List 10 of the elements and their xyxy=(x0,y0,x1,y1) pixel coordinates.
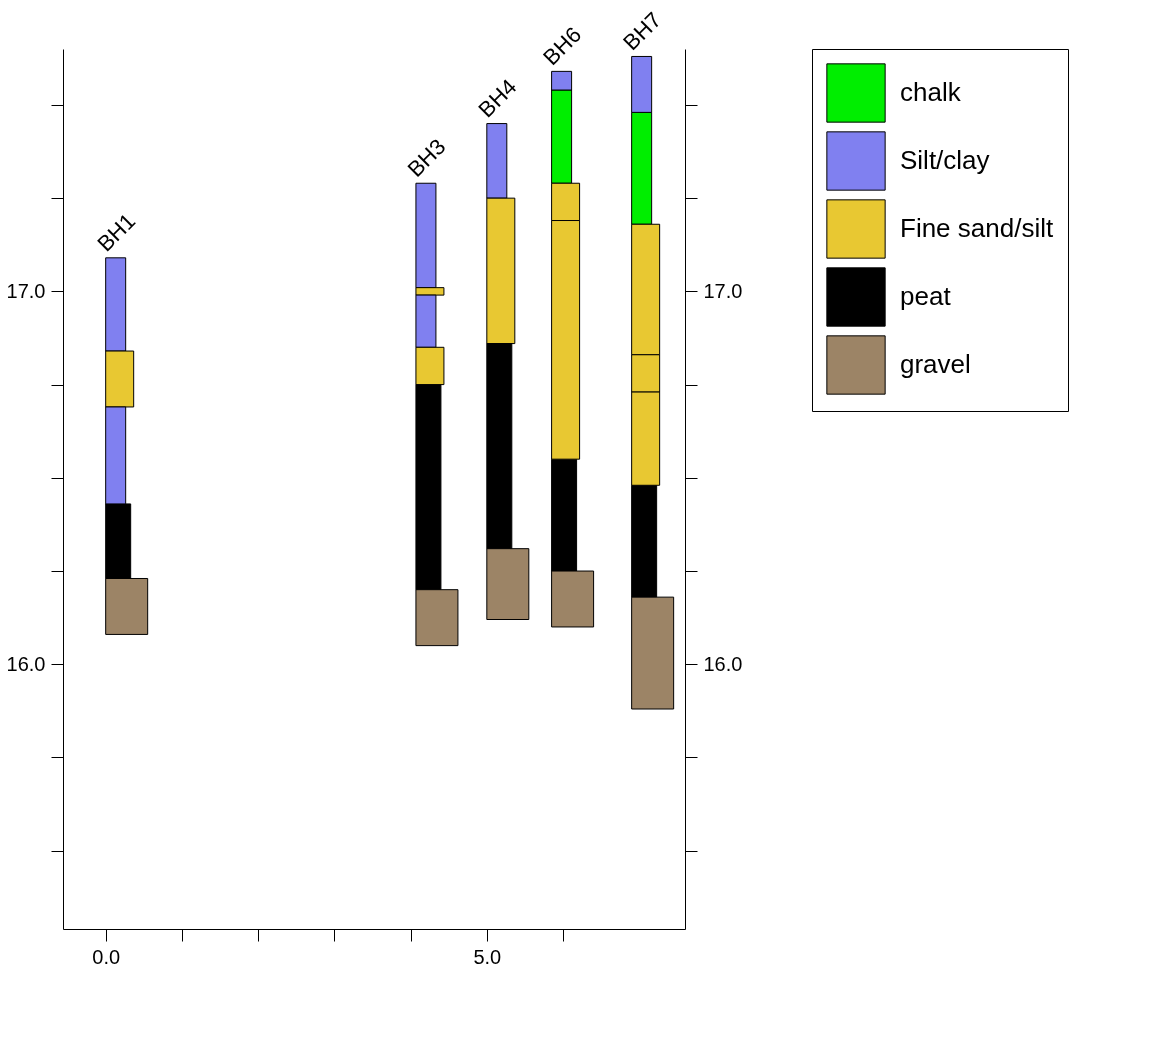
y2-tick-label: 17.0 xyxy=(703,279,743,302)
legend-label: peat xyxy=(900,281,952,311)
legend-label: Silt/clay xyxy=(900,145,990,175)
legend-label: chalk xyxy=(900,77,962,107)
x-tick-label: 0.0 xyxy=(92,945,121,968)
x-tick-label: 5.0 xyxy=(473,945,502,968)
legend-label: Fine sand/silt xyxy=(900,213,1054,243)
legend-label: gravel xyxy=(900,349,971,379)
y2-tick-label: 16.0 xyxy=(703,652,743,675)
annotation: BH1 xyxy=(92,208,141,257)
